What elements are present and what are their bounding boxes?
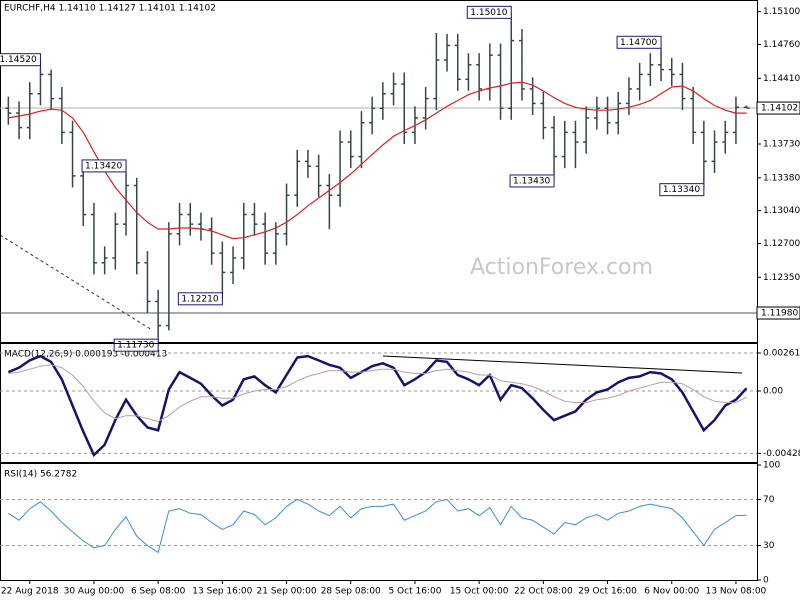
y-tick-label: 1.12350 xyxy=(763,273,800,283)
x-tick-label: 6 Sep 08:00 xyxy=(131,587,186,597)
x-tick-label: 21 Sep 00:00 xyxy=(257,587,317,597)
macd-title: MACD(12,26,9) 0.000193 -0.000413 xyxy=(4,350,167,360)
y-tick-label: 70 xyxy=(763,495,775,505)
panel-frame xyxy=(0,0,758,343)
price-label-box xyxy=(756,306,800,320)
y-tick-label: 30 xyxy=(763,541,775,551)
y-tick-label: 1.15100 xyxy=(763,7,800,17)
annotation-box xyxy=(509,174,555,188)
price-label: 1.14102 xyxy=(761,104,798,114)
annotation-box xyxy=(177,292,223,306)
line xyxy=(8,498,747,554)
y-tick-label: -0.004287 xyxy=(763,449,800,459)
annotation-box xyxy=(616,35,662,49)
annotation-label: 1.13430 xyxy=(513,176,550,186)
annotation-box xyxy=(466,5,512,19)
y-tick-label: 1.14410 xyxy=(763,74,800,84)
panel-frame xyxy=(0,343,758,463)
panel-frame xyxy=(0,463,758,581)
annotation-box xyxy=(81,159,127,173)
annotation-label: 1.13340 xyxy=(663,185,700,195)
x-tick-label: 15 Oct 00:00 xyxy=(450,587,509,597)
x-tick-label: 13 Sep 16:00 xyxy=(192,587,252,597)
annotation-label: 1.14700 xyxy=(620,38,657,48)
rsi-title: RSI(14) 56.2782 xyxy=(4,470,77,480)
annotation-box xyxy=(659,183,705,197)
y-tick-label: 1.14760 xyxy=(763,40,800,50)
x-tick-label: 22 Aug 2018 xyxy=(1,587,59,597)
y-tick-label: 1.13730 xyxy=(763,139,800,149)
y-tick-label: 1.12700 xyxy=(763,239,800,249)
watermark: ActionForex.com xyxy=(470,255,653,280)
price-label-box xyxy=(756,101,800,115)
annotation-label: 1.15010 xyxy=(470,8,507,18)
annotation-box xyxy=(113,338,159,352)
x-tick-label: 5 Oct 16:00 xyxy=(388,587,441,597)
x-tick-label: 28 Sep 08:00 xyxy=(321,587,381,597)
annotation-label: 1.13420 xyxy=(85,161,122,171)
x-tick-label: 6 Nov 00:00 xyxy=(644,587,699,597)
y-tick-label: 1.13380 xyxy=(763,173,800,183)
x-tick-label: 30 Aug 00:00 xyxy=(64,587,125,597)
line xyxy=(8,364,747,423)
x-tick-label: 13 Nov 08:00 xyxy=(706,587,767,597)
annotation-label: 1.12210 xyxy=(181,294,218,304)
x-tick-label: 22 Oct 08:00 xyxy=(514,587,573,597)
annotation-label: 1.14520 xyxy=(0,55,37,65)
y-tick-label: 0 xyxy=(763,576,769,586)
price-label: 1.11980 xyxy=(761,309,798,319)
y-tick-label: 100 xyxy=(763,461,780,471)
line xyxy=(7,354,748,458)
annotation-label: 1.11730 xyxy=(117,341,154,351)
chart-title: EURCHF,H4 1.14110 1.14127 1.14101 1.1410… xyxy=(4,4,216,14)
annotation-box xyxy=(0,53,41,67)
y-tick-label: 0.002613 xyxy=(763,348,800,358)
macd-trend-line xyxy=(382,355,743,374)
x-tick-label: 29 Oct 16:00 xyxy=(578,587,637,597)
line xyxy=(8,81,747,240)
y-tick-label: 0.00 xyxy=(763,386,783,396)
y-tick-label: 1.13040 xyxy=(763,206,800,216)
